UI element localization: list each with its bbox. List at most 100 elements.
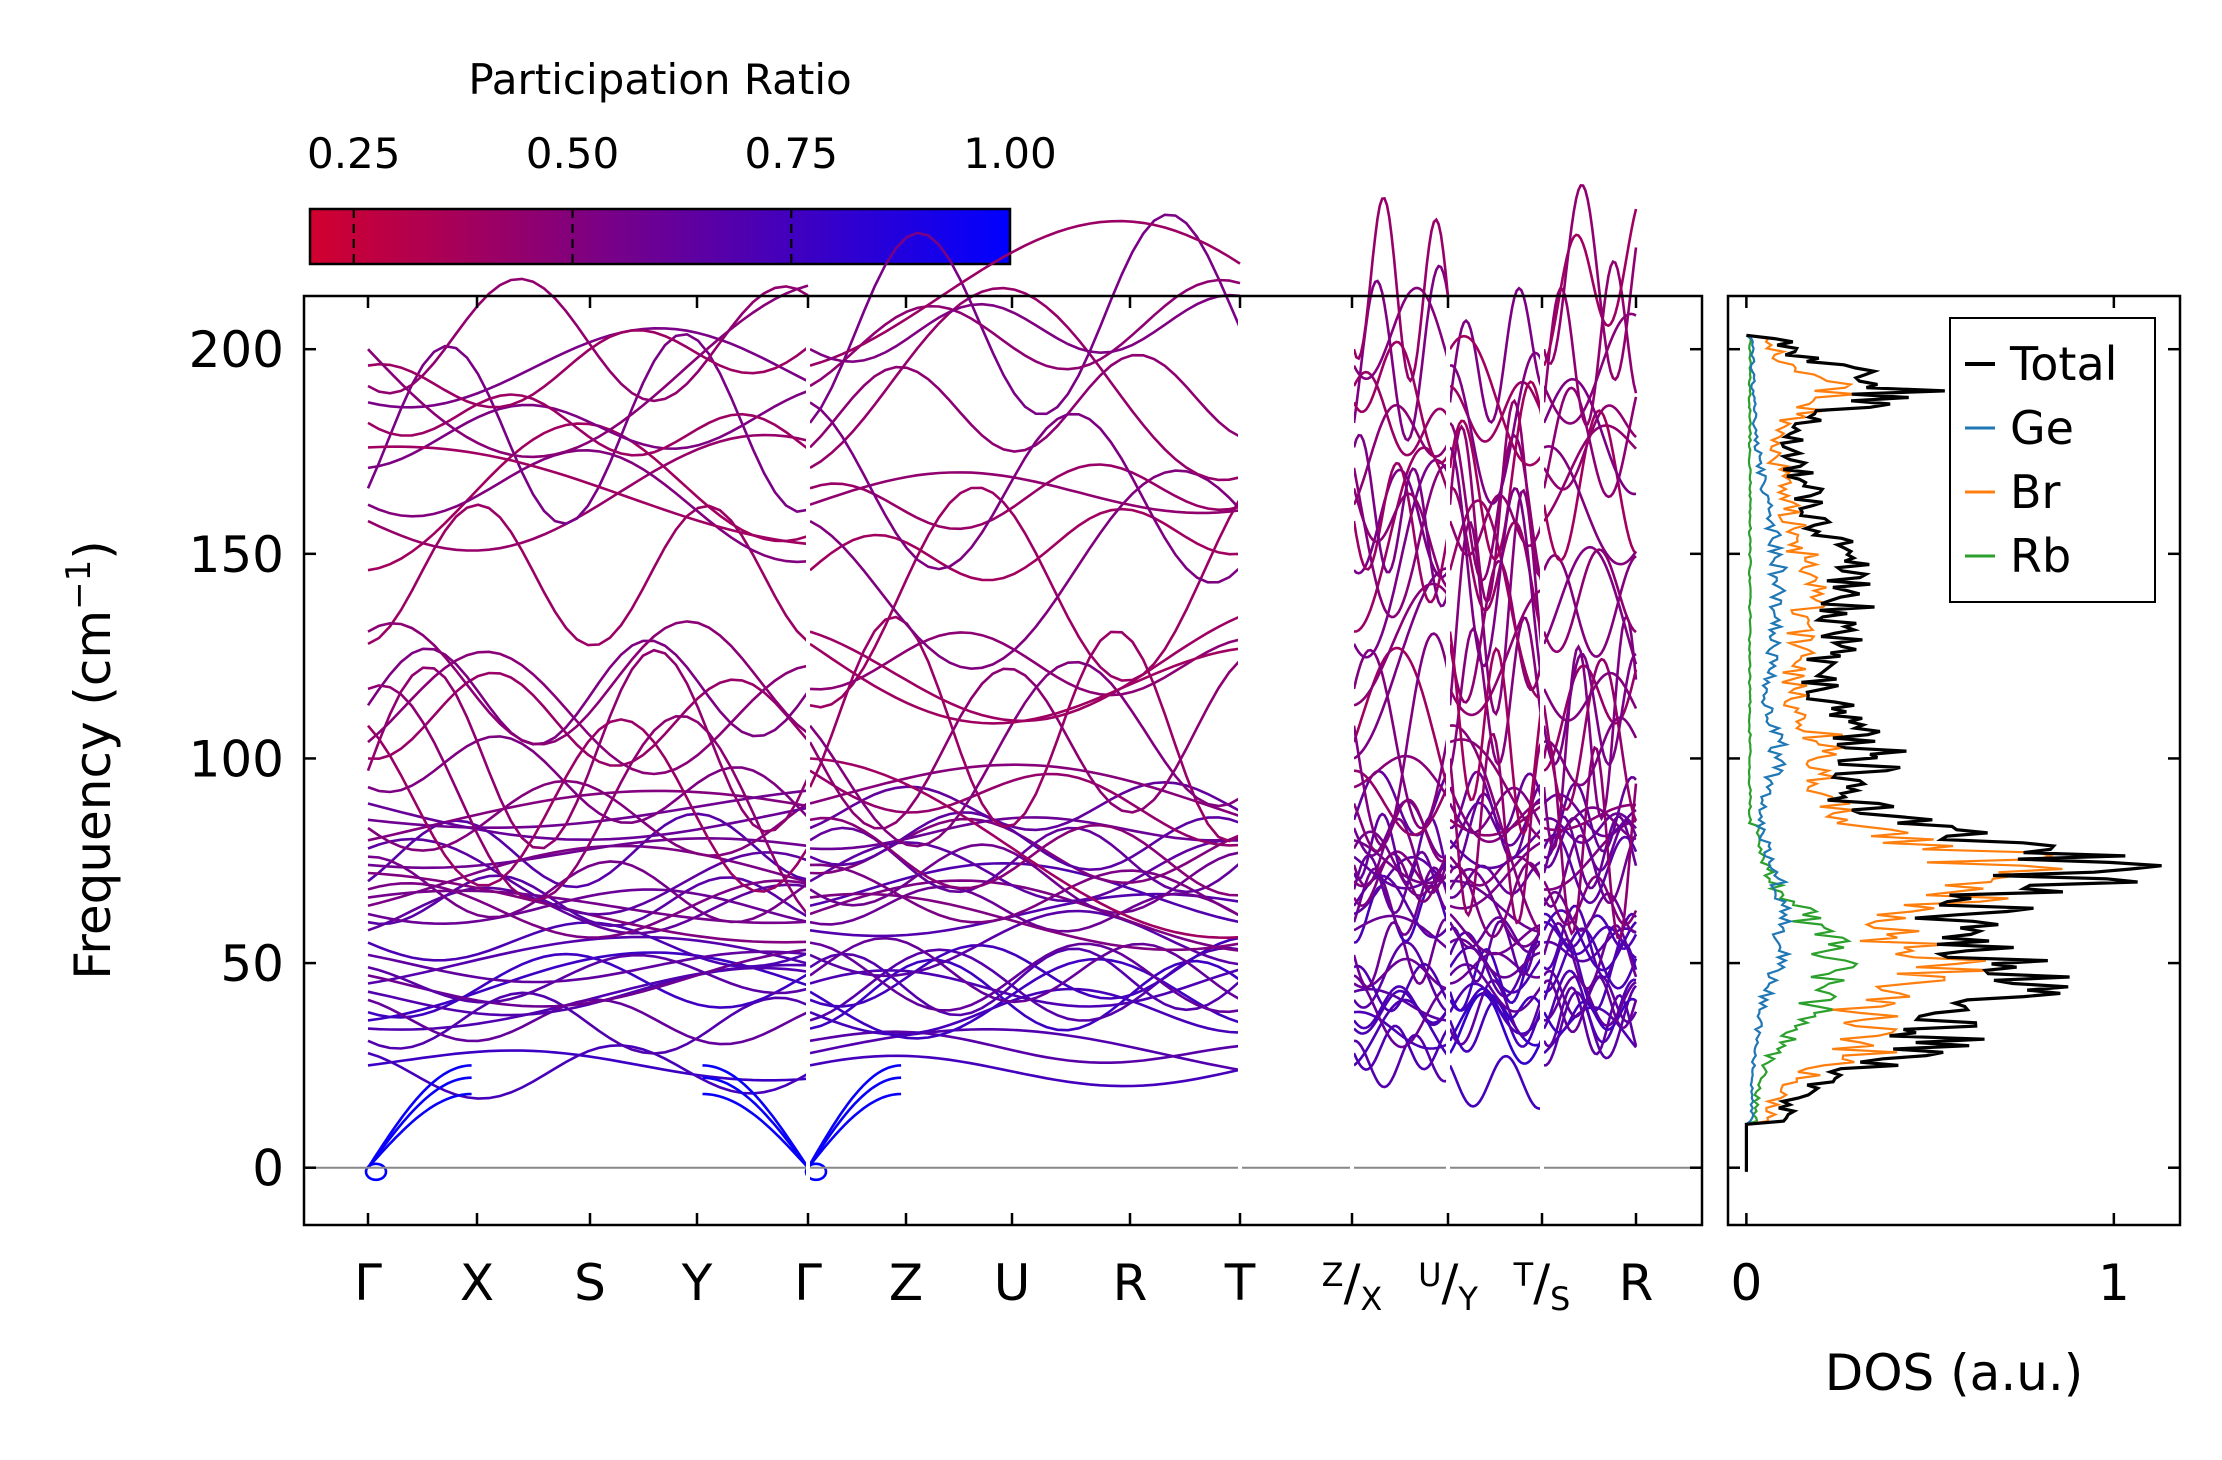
k-path-ticks: Γ X S Y Γ Z U R T Z/XU/YT/S R: [354, 296, 1653, 1318]
band-line: [1448, 422, 1544, 585]
colorbar-tick-label: 0.75: [744, 129, 838, 178]
band-line: [1353, 855, 1449, 890]
band-line: [1352, 461, 1450, 604]
band-line: [367, 837, 809, 916]
band-line: [367, 393, 809, 457]
high-symmetry-lines: [806, 296, 1544, 1225]
k-point-label: R: [1619, 1254, 1654, 1312]
frequency-axis-label-exponent: −1: [59, 560, 99, 610]
band-line: [1448, 1054, 1543, 1110]
frequency-tick-label: 200: [189, 321, 284, 379]
band-line: [1352, 817, 1450, 895]
k-point-label: Z: [889, 1254, 923, 1312]
band-line: [808, 213, 1242, 424]
band-line: [1449, 770, 1544, 832]
colorbar-ticks: 0.25 0.50 0.75 1.00: [307, 129, 1057, 264]
band-line: [1353, 962, 1450, 1013]
band-line: [1542, 986, 1638, 1056]
band-line: [1542, 548, 1637, 654]
band-line: [367, 620, 809, 746]
band-line: [1449, 913, 1543, 956]
band-line: [1352, 458, 1450, 659]
k-point-label-slash: /: [1442, 1254, 1459, 1312]
colorbar-gradient: [308, 207, 1012, 266]
band-line: [1352, 830, 1450, 897]
colorbar-tick-label: 0.50: [526, 129, 620, 178]
legend-label-ge: Ge: [2010, 401, 2074, 455]
band-line: [809, 1054, 1241, 1088]
band-line: [367, 503, 809, 647]
dos-tick-label: 0: [1730, 1254, 1762, 1312]
band-line: [1542, 404, 1637, 491]
band-structure-frame: [302, 294, 1704, 1227]
band-line: [1448, 963, 1544, 1013]
band-line: [1543, 444, 1638, 566]
band-line: [366, 648, 810, 850]
band-line: [1542, 545, 1638, 665]
band-line: [367, 1043, 809, 1100]
band-line: [809, 957, 1241, 1040]
band-line: [1542, 833, 1638, 909]
band-line: [367, 389, 809, 470]
k-point-label-main: Z: [889, 1254, 923, 1312]
band-line: [1353, 769, 1450, 837]
band-line: [1542, 652, 1637, 766]
acoustic-band-line: [366, 1076, 472, 1169]
dos-curve-br: [1745, 334, 2063, 1172]
k-point-label-main: R: [1619, 1254, 1654, 1312]
band-line: [809, 463, 1241, 531]
band-line: [1353, 754, 1450, 799]
colorbar-title: Participation Ratio: [468, 55, 851, 104]
band-line: [809, 769, 1241, 847]
band-line: [1448, 991, 1543, 1047]
band-line: [1352, 798, 1449, 863]
band-line: [809, 816, 1241, 897]
band-line: [367, 1049, 809, 1082]
band-line: [809, 278, 1241, 388]
band-line: [367, 888, 809, 926]
band-line: [809, 486, 1242, 709]
frequency-tick-label: 0: [252, 1140, 284, 1198]
dos-tick-label: 1: [2098, 1254, 2130, 1312]
band-line: [367, 950, 809, 984]
band-line: [367, 329, 809, 409]
k-point-label-sub: S: [1550, 1280, 1570, 1318]
band-line: [809, 936, 1241, 1004]
band-line: [367, 998, 809, 1046]
k-point-label-main: Γ: [794, 1254, 822, 1312]
band-line: [1353, 1033, 1449, 1089]
band-line: [809, 941, 1241, 1014]
band-line: [809, 936, 1241, 1008]
band-line: [1352, 196, 1450, 383]
frequency-tick-label: 150: [189, 526, 284, 584]
band-line: [1352, 370, 1450, 457]
colorbar: Participation Ratio 0.25 0.50 0.75 1.00: [307, 55, 1057, 266]
band-line: [1352, 463, 1449, 619]
band-line: [809, 507, 1241, 582]
dos-curve-ge: [1745, 334, 1795, 1172]
band-line: [1542, 738, 1638, 940]
band-line: [1352, 941, 1449, 1013]
k-point-label-main: R: [1113, 1254, 1148, 1312]
k-point-label: T/S: [1513, 1254, 1571, 1318]
band-line: [809, 219, 1241, 367]
acoustic-band-line: [806, 1076, 902, 1169]
dos-curves: [1744, 333, 2162, 1172]
dos-axis-label: DOS (a.u.): [1825, 1344, 2084, 1402]
band-line: [1449, 724, 1544, 937]
k-point-label-main: S: [574, 1254, 606, 1312]
frequency-axis-label: Frequency (cm−1): [59, 540, 122, 980]
band-lines: [364, 184, 1638, 1182]
band-line: [1352, 487, 1449, 589]
legend-label-total: Total: [2009, 337, 2117, 391]
band-line: [1448, 380, 1544, 560]
band-line: [367, 718, 810, 893]
band-line: [809, 816, 1241, 851]
band-line: [1448, 992, 1544, 1065]
band-line: [809, 763, 1241, 818]
band-line: [809, 885, 1241, 933]
band-line: [1352, 852, 1450, 907]
band-line: [809, 353, 1241, 453]
